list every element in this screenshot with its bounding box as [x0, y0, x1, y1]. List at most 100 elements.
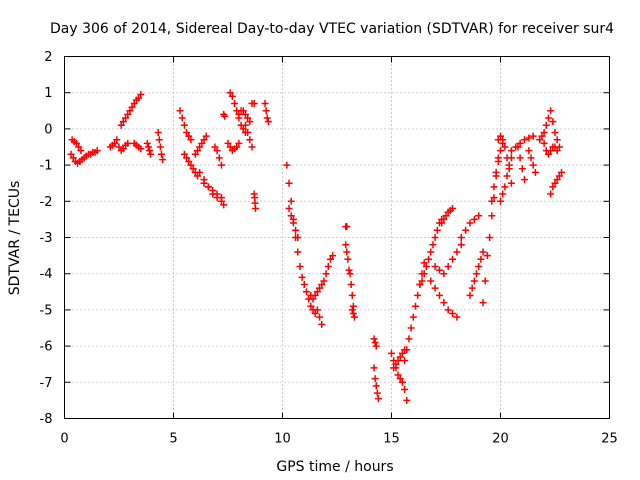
data-point — [468, 284, 476, 292]
data-point — [431, 234, 439, 241]
data-point — [547, 190, 555, 198]
data-point — [326, 255, 334, 263]
data-point — [117, 121, 125, 129]
data-point — [371, 375, 379, 383]
data-point — [499, 190, 507, 198]
data-point — [501, 183, 509, 191]
y-tick-label: -4 — [40, 267, 53, 282]
data-point — [507, 154, 515, 162]
series-pass-45 — [497, 154, 515, 205]
data-point — [156, 143, 164, 151]
data-point — [401, 386, 409, 394]
series-pass-13 — [200, 179, 228, 209]
data-point — [221, 112, 229, 120]
series-pass-05 — [128, 91, 145, 111]
series-pass-25 — [307, 252, 337, 303]
x-tick-label: 25 — [601, 432, 618, 447]
data-point — [407, 324, 415, 332]
data-point — [211, 143, 219, 151]
data-point — [438, 219, 446, 227]
data-point — [516, 139, 524, 147]
data-point — [176, 107, 184, 115]
x-axis: 0 5 10 15 20 25 — [60, 56, 618, 447]
data-point — [549, 118, 557, 126]
data-point — [396, 353, 404, 361]
data-point — [200, 179, 208, 187]
data-point — [298, 273, 306, 281]
data-point — [507, 179, 515, 187]
data-point — [453, 248, 461, 256]
data-point — [318, 320, 326, 328]
series-pass-23 — [283, 161, 319, 318]
data-point — [518, 165, 526, 173]
data-point — [544, 114, 552, 122]
data-point — [444, 306, 452, 314]
series-pass-16 — [224, 139, 243, 155]
series-pass-20 — [248, 100, 258, 108]
x-tick-label: 20 — [492, 432, 509, 447]
data-point — [462, 226, 470, 234]
data-point — [505, 161, 513, 169]
series-pass-22 — [261, 100, 272, 126]
data-point — [531, 168, 539, 176]
data-point — [542, 121, 550, 129]
data-point — [309, 295, 317, 303]
y-tick-label: -6 — [40, 340, 53, 355]
series-pass-24 — [285, 205, 302, 241]
data-point — [180, 150, 188, 158]
data-point — [527, 154, 535, 162]
series-pass-41 — [466, 248, 487, 299]
data-point — [486, 234, 494, 241]
data-point — [444, 262, 452, 270]
data-point — [343, 223, 351, 231]
series-pass-11 — [191, 132, 210, 158]
data-point — [388, 349, 395, 357]
data-point — [553, 136, 561, 144]
data-point — [217, 194, 225, 202]
data-point — [394, 357, 402, 365]
data-point — [348, 291, 356, 299]
data-point — [429, 241, 437, 249]
data-point — [119, 145, 127, 153]
data-point — [440, 215, 448, 223]
data-point — [525, 147, 533, 155]
y-tick-label: -7 — [40, 376, 53, 391]
y-tick-label: -1 — [40, 159, 53, 174]
x-axis-label: GPS time / hours — [276, 459, 393, 475]
data-point — [311, 310, 319, 318]
data-point — [294, 234, 302, 241]
data-point — [239, 107, 247, 115]
data-point — [75, 143, 83, 151]
data-point — [492, 168, 500, 176]
data-point — [483, 252, 491, 260]
data-point — [316, 284, 324, 292]
data-point — [481, 277, 489, 285]
y-axis-label: SDTVAR / TECUs — [7, 181, 23, 296]
data-point — [497, 132, 504, 140]
series-pass-46 — [507, 132, 537, 155]
data-point — [187, 136, 195, 144]
data-point — [420, 259, 428, 267]
data-point — [422, 262, 430, 270]
data-point — [477, 255, 485, 263]
series-pass-43 — [488, 139, 507, 205]
data-point — [154, 129, 162, 137]
data-point — [411, 302, 419, 310]
data-point — [435, 291, 443, 299]
data-point — [69, 154, 77, 162]
data-point — [244, 129, 252, 137]
data-point — [394, 371, 402, 379]
data-point — [479, 299, 487, 307]
data-point — [347, 281, 355, 289]
y-tick-label: -2 — [40, 195, 53, 210]
data-point — [294, 248, 302, 256]
data-point — [345, 266, 353, 274]
series-pass-06 — [130, 139, 145, 153]
series-pass-31 — [370, 335, 380, 350]
y-tick-label: -8 — [40, 412, 53, 427]
data-point — [187, 161, 195, 169]
data-point — [189, 165, 197, 173]
series-pass-40 — [457, 212, 483, 241]
data-point — [427, 248, 435, 256]
